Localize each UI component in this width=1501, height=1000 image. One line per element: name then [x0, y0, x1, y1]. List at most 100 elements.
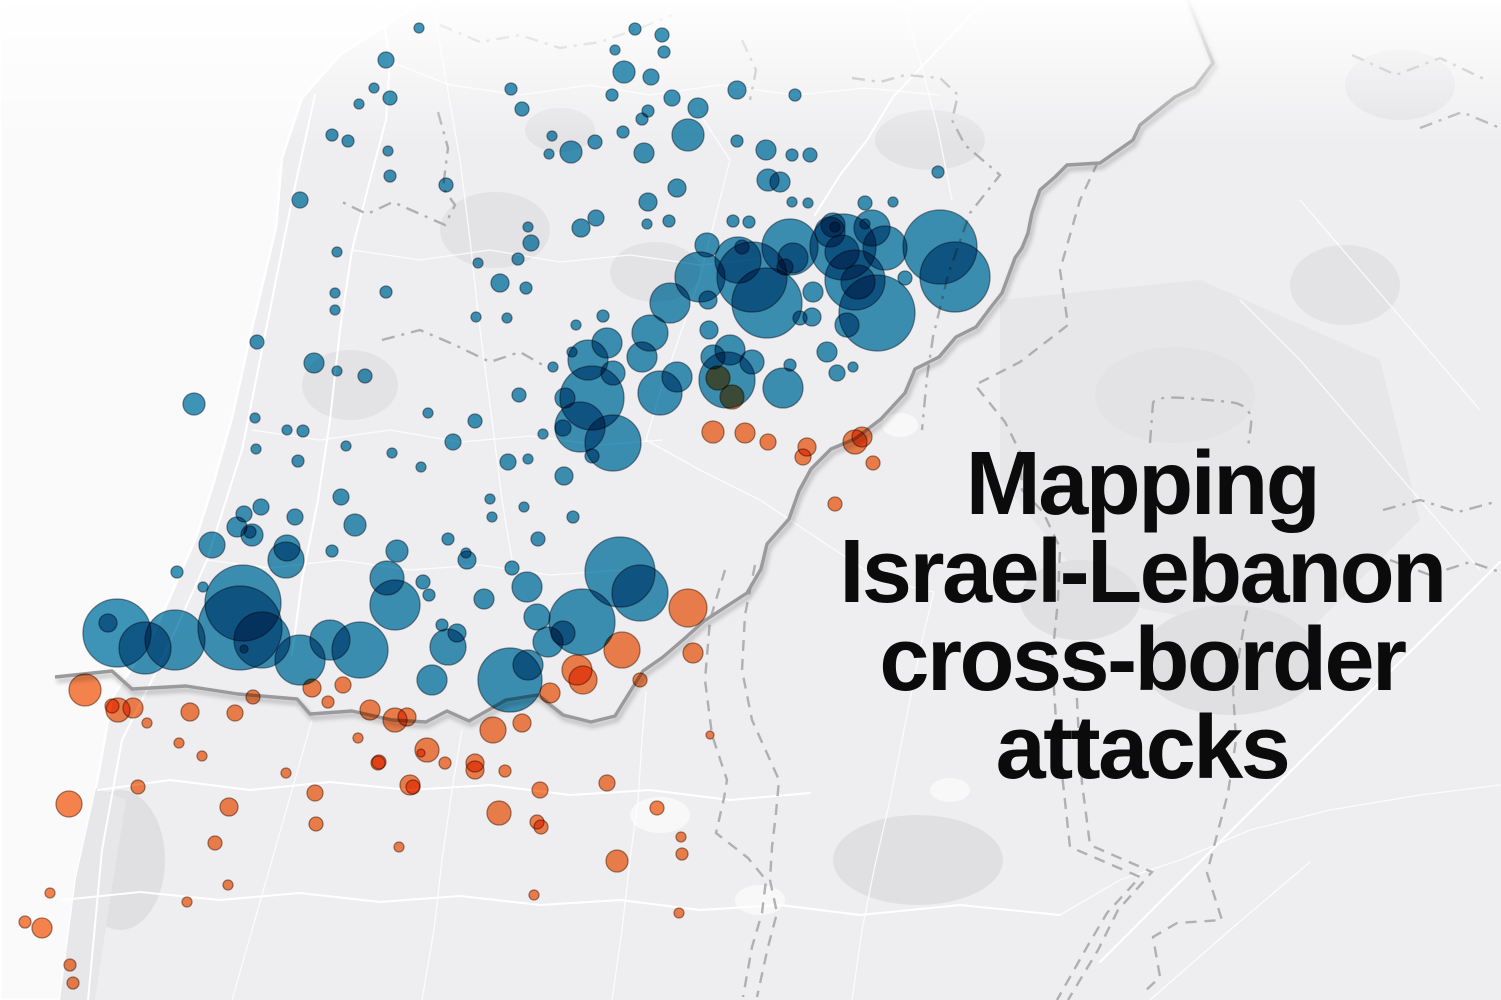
attack-bubble-blue — [511, 571, 543, 603]
attack-bubble-blue — [641, 218, 653, 230]
attack-bubble-blue — [504, 82, 518, 96]
attack-bubble-blue — [438, 177, 454, 193]
attack-bubble-blue — [838, 274, 916, 352]
attack-bubble-orange — [539, 682, 561, 704]
attack-bubble-blue — [802, 197, 814, 209]
attack-bubble-blue — [441, 532, 455, 546]
attack-bubble-blue — [523, 603, 551, 631]
attack-bubble-orange — [675, 831, 687, 843]
attack-bubble-orange — [851, 426, 873, 448]
attack-bubble-orange — [533, 819, 549, 835]
attack-bubble-blue — [548, 588, 616, 656]
attack-bubble-blue — [742, 215, 756, 229]
attack-bubble-blue — [522, 221, 534, 233]
attack-bubble-blue — [762, 367, 804, 409]
attack-bubble-blue — [243, 525, 257, 539]
attack-bubble-orange — [531, 781, 549, 799]
attack-bubble-blue — [559, 140, 583, 164]
attack-bubble-blue — [731, 267, 803, 339]
attack-bubble-orange — [705, 365, 731, 391]
attack-bubble-orange — [141, 717, 153, 729]
title-line-3: cross-border — [879, 610, 1407, 710]
attack-bubble-orange — [498, 764, 512, 778]
attack-bubble-orange — [55, 790, 83, 818]
title-line-1: Mapping — [965, 434, 1321, 534]
attack-bubble-blue — [662, 214, 676, 228]
attack-bubble-blue — [386, 447, 398, 459]
attack-bubble-blue — [587, 209, 605, 227]
attack-bubble-orange — [306, 784, 324, 802]
attack-bubble-orange — [734, 422, 756, 444]
attack-bubble-blue — [547, 361, 559, 373]
attack-bubble-blue — [416, 664, 448, 696]
attack-bubble-blue — [631, 314, 669, 352]
attack-bubble-orange — [130, 779, 146, 795]
attack-bubble-blue — [415, 461, 427, 473]
attack-bubble-blue — [501, 312, 513, 324]
attack-bubble-orange — [827, 496, 843, 512]
attack-bubble-blue — [522, 234, 540, 252]
attack-bubble-orange — [865, 455, 881, 471]
attack-bubble-orange — [173, 737, 185, 749]
beach-strip — [60, 788, 126, 1000]
attack-bubble-orange — [668, 588, 708, 628]
attack-bubble-blue — [834, 312, 860, 338]
attack-bubble-orange — [759, 433, 777, 451]
attack-bubble-blue — [566, 510, 580, 524]
attack-bubble-blue — [788, 88, 802, 102]
attack-bubble-blue — [382, 90, 398, 106]
attack-bubble-orange — [352, 732, 364, 744]
attack-bubble-blue — [902, 209, 978, 285]
attack-bubble-orange — [66, 976, 80, 990]
attack-bubble-blue — [698, 290, 718, 310]
attack-bubble-blue — [657, 45, 671, 59]
attack-bubble-blue — [511, 252, 525, 266]
attack-bubble-orange — [31, 917, 53, 939]
attack-bubble-blue — [291, 454, 305, 468]
attack-bubble-blue — [331, 246, 343, 258]
attack-bubble-orange — [397, 707, 417, 727]
attack-bubble-blue — [473, 588, 495, 610]
attack-bubble-orange — [180, 702, 200, 722]
attack-bubble-blue — [341, 134, 355, 148]
attack-bubble-blue — [325, 128, 339, 142]
attack-bubble-orange — [196, 750, 208, 762]
attack-bubble-blue — [512, 649, 544, 681]
attack-bubble-blue — [654, 27, 670, 43]
attack-bubble-orange — [416, 748, 426, 758]
attack-bubble-blue — [628, 22, 642, 36]
attack-bubble-blue — [514, 101, 530, 117]
top-fade-overlay — [0, 0, 1501, 145]
attack-bubble-blue — [444, 433, 462, 451]
attack-bubble-blue — [699, 320, 719, 340]
attack-bubble-orange — [359, 699, 381, 721]
attack-bubble-blue — [730, 134, 744, 148]
attack-bubble-blue — [612, 60, 636, 84]
attack-bubble-blue — [857, 195, 873, 211]
attack-bubble-blue — [377, 51, 395, 69]
attack-bubble-blue — [671, 118, 705, 152]
attack-bubble-orange — [226, 704, 244, 722]
attack-bubble-blue — [383, 169, 397, 183]
israel-lebanon-border-line — [54, 0, 1215, 724]
attack-bubble-blue — [591, 327, 623, 359]
attack-bubble-blue — [802, 147, 818, 163]
attack-bubble-orange — [122, 697, 144, 719]
attack-bubble-blue — [332, 488, 350, 506]
attack-bubble-blue — [170, 565, 184, 579]
attack-bubble-blue — [385, 539, 409, 563]
attack-bubble-orange — [280, 767, 292, 779]
attack-bubble-blue — [368, 82, 380, 94]
attack-bubble-blue — [369, 579, 421, 631]
attack-bubble-blue — [470, 311, 482, 323]
attack-bubble-blue — [457, 550, 477, 570]
attack-bubble-blue — [519, 281, 533, 295]
attack-bubble-blue — [727, 80, 747, 100]
attack-bubble-blue — [296, 424, 310, 438]
attack-bubble-orange — [321, 695, 335, 709]
attack-bubble-orange — [512, 713, 532, 733]
attack-bubble-blue — [281, 424, 293, 436]
attack-bubble-blue — [609, 44, 621, 56]
attack-bubble-blue — [486, 511, 498, 523]
